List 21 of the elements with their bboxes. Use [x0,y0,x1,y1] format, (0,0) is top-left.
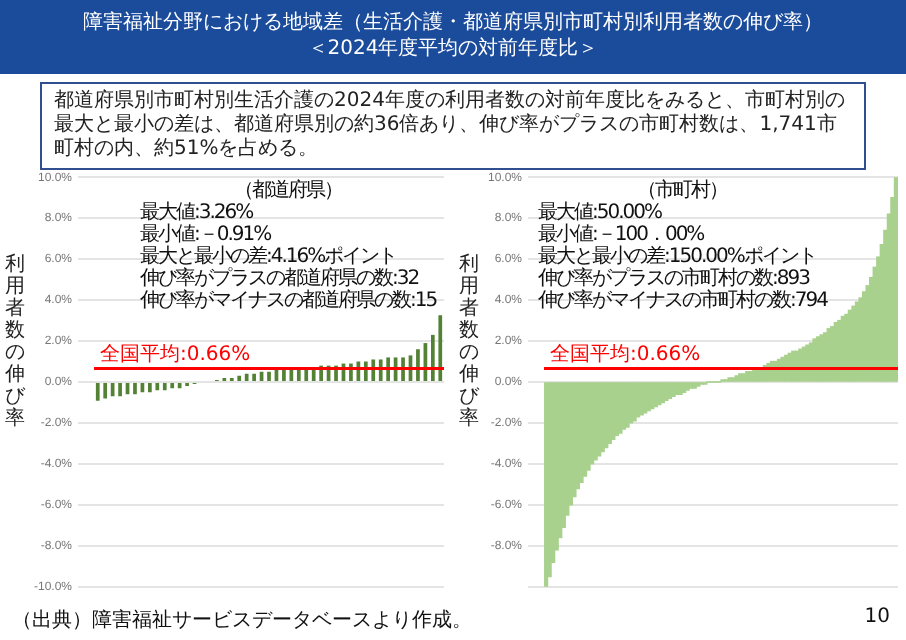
text: （出典）障害福祉サービスデータベースより作成。 [12,607,472,634]
ref-line-label: 全国平均:0.66% [550,341,701,366]
text: 都道府県別市町村別生活介護の2024年度の利用者数の対前年度比をみると、市町村別の最大と最小の差は、都道府県別の約36倍あり、伸び率がプラスの市町村数は、1,741市町村の内、約51%を占める。 [40,82,866,170]
annotation: 伸び率がプラスの市町村の数:893 [538,268,812,290]
y-axis-title: 利用者数の伸び率 [458,254,480,430]
annotation: 最大と最小の差:150.00%ポイント [538,246,818,268]
chart-title: 障害福祉分野における地域差（生活介護・都道府県別市町村別利用者数の伸び率） [81,10,825,36]
annotation: 最小値:－100．00% [538,224,706,246]
chart-subtitle: ＜2024年度平均の対前年度比＞ [305,36,601,62]
annotation: （市町村） [635,180,730,202]
annotation: （都道府県） [232,180,345,202]
annotation: 伸び率がプラスの都道府県の数:32 [140,268,421,290]
annotation: 伸び率がマイナスの市町村の数:794 [538,290,827,312]
annotation: 最小値:－0.91% [140,224,273,246]
text: 10 [864,606,890,628]
annotation: 最大値:3.26% [140,202,255,224]
annotation: 最大値:50.00% [538,202,664,224]
annotation: 最大と最小の差:4.16%ポイント [140,246,399,268]
y-axis-title: 利用者数の伸び率 [4,254,26,430]
annotation: 伸び率がマイナスの都道府県の数:15 [140,290,437,312]
ref-line-label: 全国平均:0.66% [100,341,251,366]
